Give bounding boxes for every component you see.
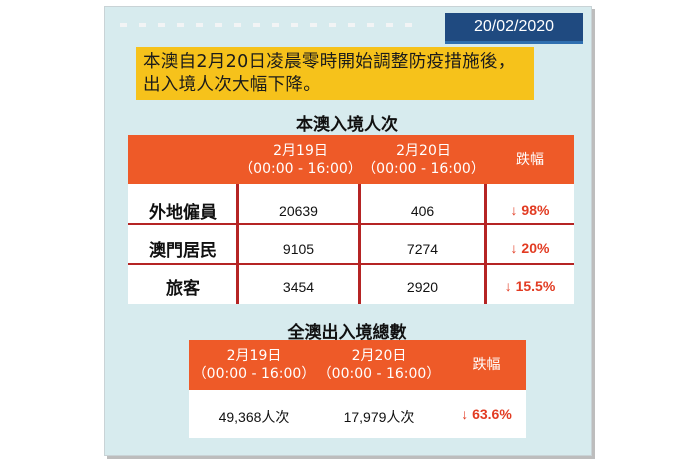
column-divider — [484, 184, 487, 304]
header-feb20: 2月20日 （00:00 - 16:00） — [361, 142, 486, 178]
entry-table: 2月19日 （00:00 - 16:00） 2月20日 （00:00 - 16:… — [128, 135, 574, 304]
row-label-residents: 澳門居民 — [149, 241, 217, 261]
entry-table-title: 本澳入境人次 — [296, 115, 398, 135]
cell-visitors-drop: ↓ 15.5% — [504, 278, 556, 294]
header-feb19-date: 2月19日 — [226, 348, 282, 364]
row-divider — [128, 223, 574, 225]
cell-visitors-feb19: 3454 — [282, 279, 315, 295]
header-drop-label: 跌幅 — [472, 357, 501, 373]
total-table-title: 全澳出入境總數 — [287, 323, 407, 343]
cell-residents-feb20: 7274 — [406, 241, 439, 257]
headline-line2: 出入境人次大幅下降。 — [143, 75, 321, 95]
header-feb19-time: （00:00 - 16:00） — [239, 161, 362, 177]
header-drop: 跌幅 — [447, 356, 526, 374]
row-divider — [128, 263, 574, 265]
cell-foreign-workers-feb20: 406 — [410, 203, 435, 219]
cell-foreign-workers-drop: ↓ 98% — [510, 202, 550, 218]
cell-foreign-workers-feb19: 20639 — [279, 203, 318, 219]
row-label-foreign-workers: 外地僱員 — [149, 203, 217, 223]
header-feb20-time: （00:00 - 16:00） — [317, 366, 441, 382]
header-feb20-time: （00:00 - 16:00） — [362, 161, 485, 177]
header-feb19: 2月19日 （00:00 - 16:00） — [238, 142, 363, 178]
cell-residents-feb19: 9105 — [282, 241, 315, 257]
headline-box: 本澳自2月20日凌晨零時開始調整防疫措施後， 出入境人次大幅下降。 — [136, 47, 534, 100]
column-divider — [236, 184, 239, 304]
header-feb19-date: 2月19日 — [273, 143, 328, 159]
date-text: 20/02/2020 — [473, 18, 555, 35]
header-feb20: 2月20日 （00:00 - 16:00） — [314, 347, 444, 383]
headline-line1: 本澳自2月20日凌晨零時開始調整防疫措施後， — [143, 52, 516, 72]
total-table: 2月19日 （00:00 - 16:00） 2月20日 （00:00 - 16:… — [189, 340, 526, 438]
decorative-dots — [120, 12, 430, 27]
column-divider — [358, 184, 361, 304]
date-underline — [445, 41, 583, 44]
cell-total-feb19: 49,368人次 — [218, 409, 290, 425]
header-drop: 跌幅 — [486, 151, 574, 169]
cell-total-drop: ↓ 63.6% — [461, 406, 512, 422]
header-feb20-date: 2月20日 — [351, 348, 407, 364]
total-table-header: 2月19日 （00:00 - 16:00） 2月20日 （00:00 - 16:… — [189, 340, 526, 390]
header-feb19-time: （00:00 - 16:00） — [192, 366, 316, 382]
header-feb20-date: 2月20日 — [396, 143, 451, 159]
row-label-visitors: 旅客 — [166, 279, 200, 299]
header-feb19: 2月19日 （00:00 - 16:00） — [189, 347, 319, 383]
cell-total-feb20: 17,979人次 — [343, 409, 415, 425]
header-drop-label: 跌幅 — [516, 152, 544, 168]
date-badge: 20/02/2020 — [445, 13, 583, 44]
cell-visitors-feb20: 2920 — [406, 279, 439, 295]
entry-table-header: 2月19日 （00:00 - 16:00） 2月20日 （00:00 - 16:… — [128, 135, 574, 184]
cell-residents-drop: ↓ 20% — [510, 240, 550, 256]
